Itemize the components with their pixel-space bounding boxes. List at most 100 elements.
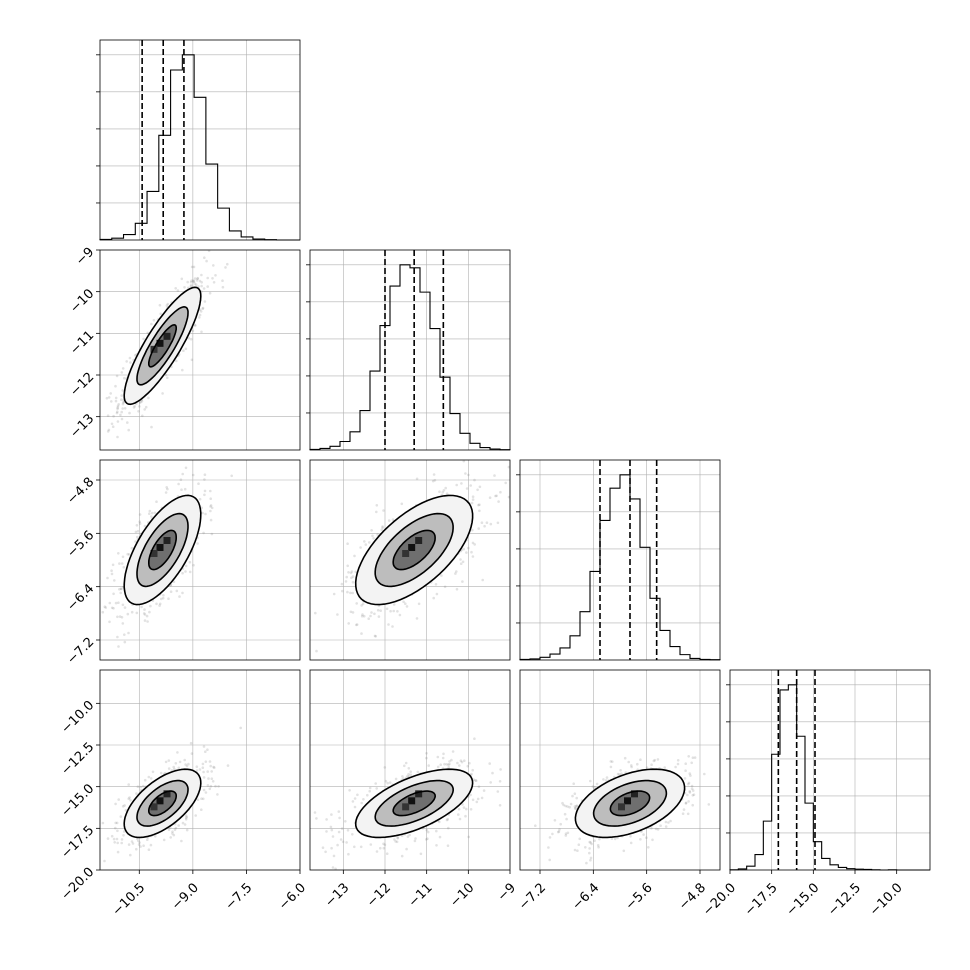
scatter-point (391, 518, 395, 521)
x-tick-label: −12 (364, 880, 394, 910)
scatter-point (456, 761, 459, 765)
scatter-point (209, 497, 212, 501)
scatter-point (462, 547, 466, 551)
scatter-point (196, 798, 200, 801)
scatter-point (454, 572, 457, 575)
scatter-point (193, 277, 197, 280)
scatter-point (457, 813, 460, 816)
scatter-point (370, 611, 373, 614)
scatter-point (138, 522, 142, 525)
x-tick-label: −5.6 (623, 880, 656, 913)
scatter-point (609, 765, 613, 769)
scatter-point (158, 604, 161, 607)
scatter-point (460, 482, 463, 485)
scatter-point (116, 850, 120, 854)
scatter-point (202, 770, 205, 774)
x-tick-label: −10 (447, 880, 477, 910)
scatter-point (120, 394, 123, 397)
scatter-point (387, 519, 391, 522)
scatter-point (167, 597, 170, 600)
scatter-point (375, 850, 379, 853)
scatter-point (129, 853, 132, 857)
scatter-point (226, 764, 230, 767)
scatter-point (688, 790, 691, 793)
scatter-point (465, 487, 469, 490)
scatter-point (332, 592, 336, 596)
scatter-point (201, 306, 205, 310)
scatter-point (109, 392, 112, 395)
scatter-point (577, 843, 581, 846)
scatter-point (584, 846, 587, 849)
scatter-point (688, 772, 692, 775)
scatter-point (471, 528, 474, 532)
scatter-point (578, 837, 581, 841)
scatter-point (356, 793, 359, 797)
scatter-point (142, 784, 145, 788)
scatter-point (176, 751, 179, 754)
scatter-point (611, 760, 614, 763)
scatter-point (482, 789, 486, 792)
scatter-point (652, 759, 656, 763)
scatter-point (547, 846, 550, 849)
scatter-point (654, 827, 658, 831)
scatter-point (379, 609, 383, 612)
scatter-point (146, 838, 149, 841)
scatter-point (575, 796, 578, 800)
scatter-point (101, 821, 105, 825)
scatter-point (447, 765, 451, 769)
scatter-point (389, 609, 392, 613)
scatter-point (204, 750, 207, 753)
scatter-point (467, 835, 471, 839)
x-tick-label: −20.0 (700, 880, 739, 919)
scatter-point (146, 620, 149, 623)
scatter-point (129, 799, 132, 802)
scatter-point (363, 540, 366, 543)
scatter-point (548, 836, 552, 839)
scatter-point (121, 555, 125, 559)
scatter-point (212, 765, 215, 769)
hist-panel-1 (306, 249, 511, 451)
scatter-point (200, 797, 203, 800)
scatter-point (216, 793, 219, 796)
scatter-point (184, 816, 188, 820)
scatter-point (192, 280, 195, 284)
scatter-point (691, 789, 695, 792)
scatter-point (687, 782, 690, 786)
contour-line-1 (374, 512, 454, 588)
scatter-point (687, 755, 690, 758)
scatter-point (120, 417, 124, 421)
scatter-point (462, 806, 466, 809)
scatter-point (172, 833, 176, 837)
scatter-point (134, 530, 138, 534)
scatter-point (458, 764, 461, 767)
scatter-point (442, 489, 446, 492)
scatter-point (459, 759, 463, 762)
scatter-point (209, 505, 212, 508)
scatter-point (150, 425, 153, 429)
scatter-point (136, 535, 139, 539)
scatter-point (211, 780, 215, 783)
scatter-point (134, 540, 137, 543)
scatter-point (138, 513, 142, 516)
y-axis-1: −13 −12 −11 −10 −9 (67, 245, 100, 441)
scatter-point (116, 410, 119, 414)
scatter-point (496, 521, 500, 525)
scatter-point (642, 833, 645, 836)
scatter-point (392, 603, 396, 606)
scatter-point (344, 820, 347, 823)
scatter-point (481, 578, 485, 582)
scatter-point (656, 828, 660, 831)
scatter-point (191, 473, 195, 477)
scatter-point (463, 759, 466, 762)
scatter-point (114, 399, 118, 403)
y-tick-label: −15.0 (59, 781, 98, 820)
scatter-point (639, 758, 642, 761)
scatter-point (119, 815, 123, 818)
scatter-point (143, 613, 147, 616)
scatter-point (142, 844, 145, 847)
scatter-point (480, 521, 484, 524)
scatter-point (589, 858, 592, 862)
scatter-point (369, 614, 372, 618)
scatter-point (461, 560, 465, 564)
scatter-point (336, 613, 339, 616)
